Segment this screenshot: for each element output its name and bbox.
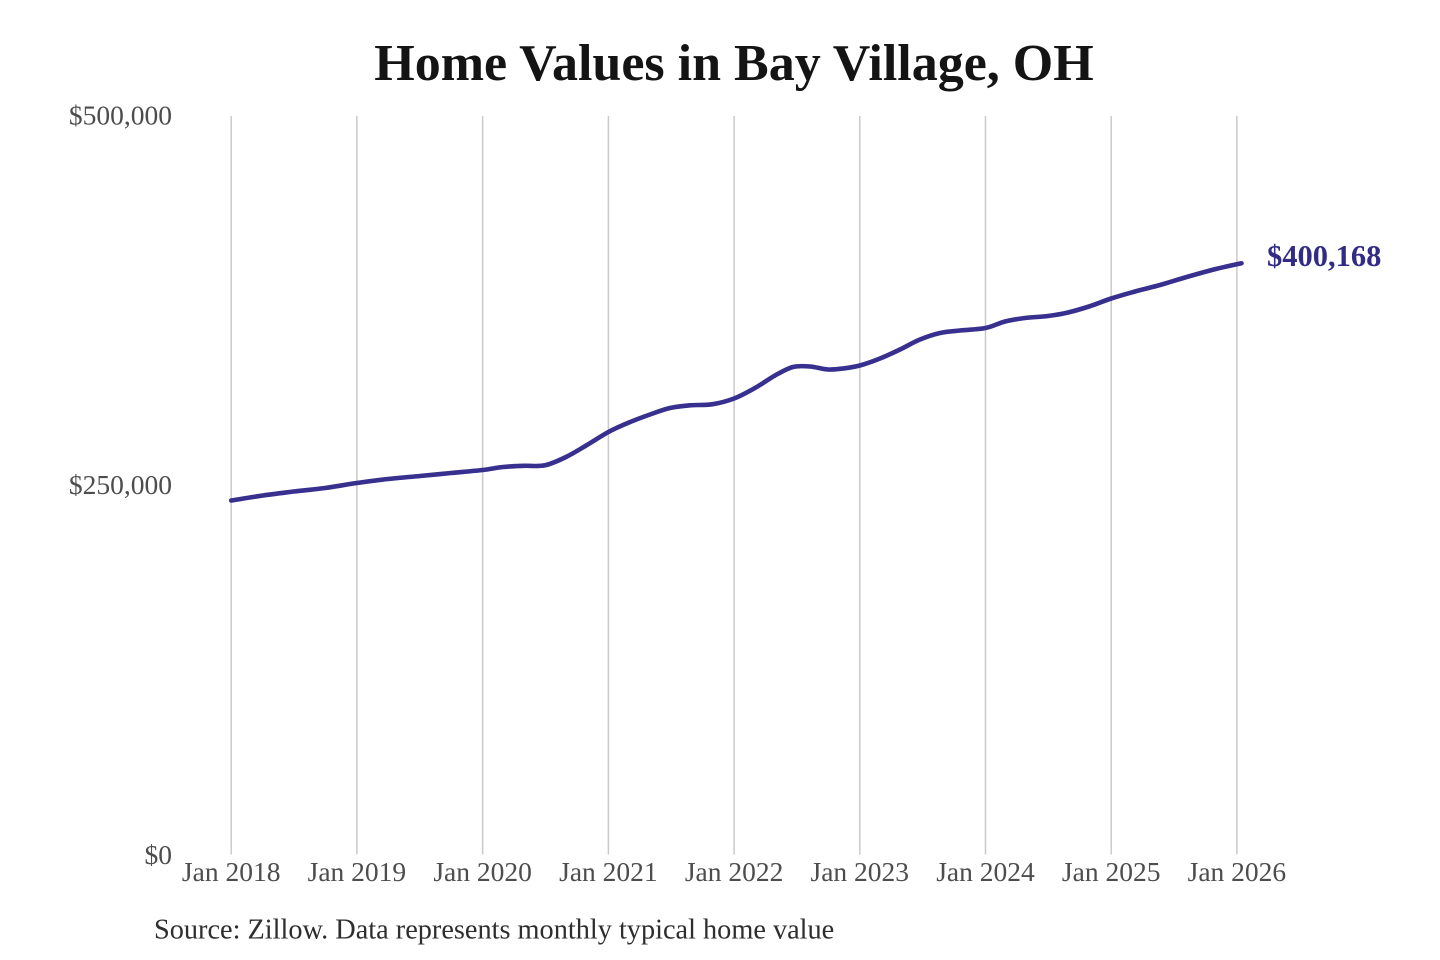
svg-text:Jan 2026: Jan 2026: [1188, 856, 1287, 887]
svg-text:Jan 2020: Jan 2020: [433, 856, 532, 887]
svg-text:Jan 2018: Jan 2018: [182, 856, 281, 887]
svg-text:Jan 2025: Jan 2025: [1062, 856, 1161, 887]
svg-text:Jan 2019: Jan 2019: [308, 856, 407, 887]
svg-text:Jan 2021: Jan 2021: [559, 856, 658, 887]
svg-text:Source: Zillow. Data represent: Source: Zillow. Data represents monthly …: [154, 915, 834, 946]
svg-text:Jan 2023: Jan 2023: [811, 856, 910, 887]
svg-text:$500,000: $500,000: [69, 100, 172, 131]
svg-text:$250,000: $250,000: [69, 469, 172, 500]
svg-text:$400,168: $400,168: [1267, 239, 1381, 273]
svg-text:Jan 2024: Jan 2024: [936, 856, 1035, 887]
svg-text:Home Values in Bay Village, OH: Home Values in Bay Village, OH: [374, 35, 1093, 92]
svg-text:$0: $0: [145, 839, 173, 870]
svg-text:Jan 2022: Jan 2022: [685, 856, 784, 887]
